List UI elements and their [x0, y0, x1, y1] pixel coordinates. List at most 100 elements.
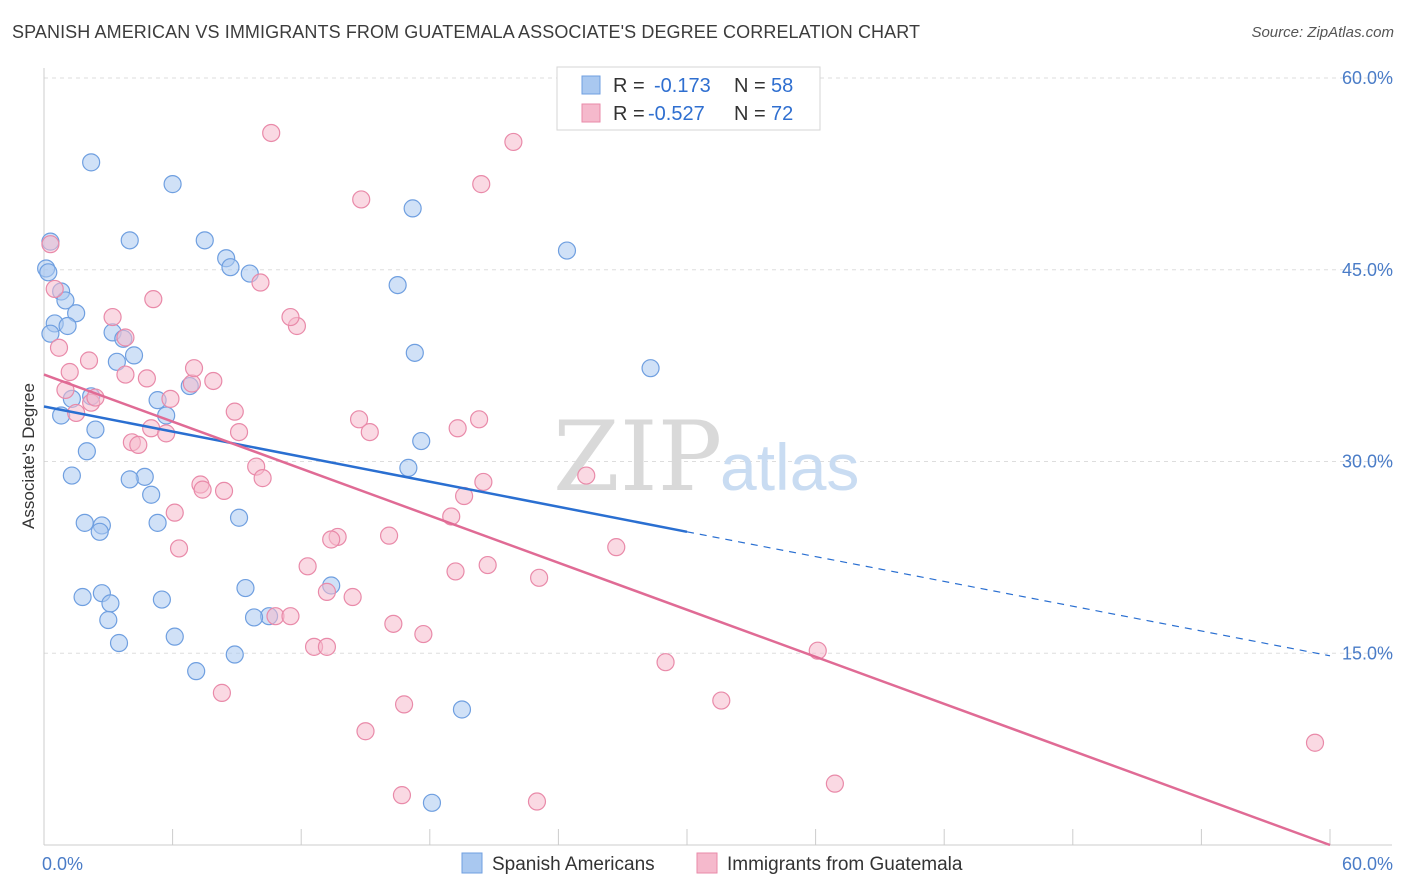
legend-r-label: R =: [613, 103, 645, 125]
scatter-point: [67, 304, 86, 323]
legend-r-value: -0.527: [648, 103, 705, 125]
legend-stats-swatch-pink: [581, 103, 601, 123]
scatter-point: [107, 352, 126, 371]
scatter-point: [360, 422, 379, 442]
series-immigrants-guatemala-points: [41, 123, 1325, 811]
x-tick-label: 60.0%: [1342, 854, 1393, 874]
scatter-point: [41, 235, 60, 254]
scatter-point: [116, 365, 135, 384]
scatter-point: [204, 371, 223, 391]
scatter-point: [120, 470, 139, 489]
axes: [43, 68, 1392, 846]
legend-n-value: 72: [771, 103, 793, 125]
scatter-point: [182, 374, 201, 393]
scatter-point: [394, 695, 414, 714]
scatter-point: [422, 793, 442, 812]
scatter-point: [212, 683, 231, 702]
scatter-point: [62, 466, 81, 485]
scatter-point: [607, 538, 626, 557]
trend-line-immigrants-guatemala: [43, 373, 1331, 847]
scatter-point: [1305, 733, 1325, 752]
watermark-zip: ZIP: [553, 401, 722, 513]
scatter-point: [656, 653, 675, 672]
scatter-point: [99, 610, 118, 630]
scatter-point: [60, 362, 79, 382]
scatter-point: [165, 627, 184, 646]
scatter-point: [317, 637, 337, 656]
scatter-point: [165, 503, 184, 522]
scatter-point: [184, 359, 204, 378]
legend-n-label: N =: [734, 103, 766, 125]
scatter-point: [39, 263, 58, 282]
scatter-point: [187, 662, 206, 681]
scatter-point: [79, 351, 99, 370]
scatter-point: [116, 328, 135, 347]
scatter-point: [152, 590, 171, 609]
scatter-point: [144, 290, 163, 309]
scatter-point: [399, 458, 418, 477]
scatter-point: [349, 410, 369, 429]
scatter-point: [236, 578, 255, 598]
series-spanish-americans-points: [37, 153, 660, 812]
scatter-point: [157, 424, 176, 443]
scatter-point: [49, 338, 69, 357]
scatter-point: [403, 199, 422, 218]
legend-stats-box: R = -0.173 N = 58 R = -0.527 N = 72: [556, 66, 821, 131]
scatter-point: [82, 153, 101, 172]
scatter-point: [103, 307, 122, 327]
scatter-point: [169, 539, 189, 558]
scatter-point: [317, 582, 337, 601]
scatter-point: [229, 508, 249, 527]
scatter-point: [253, 469, 272, 488]
scatter-point: [530, 568, 549, 587]
y-axis-label: Associate's Degree: [19, 383, 38, 529]
scatter-point: [392, 786, 412, 805]
watermark: ZIP atlas: [553, 401, 859, 513]
scatter-point: [120, 231, 139, 250]
source-label: Source: ZipAtlas.com: [1251, 24, 1394, 41]
scatter-point: [452, 700, 472, 719]
y-tick-labels: 15.0% 30.0% 45.0% 60.0%: [1342, 68, 1393, 663]
scatter-point: [712, 691, 731, 710]
trend-line-spanish-americans: [43, 405, 688, 534]
scatter-point: [352, 190, 371, 209]
scatter-point: [195, 231, 214, 250]
chart-title: SPANISH AMERICAN VS IMMIGRANTS FROM GUAT…: [12, 22, 921, 42]
scatter-point: [214, 481, 234, 501]
scatter-point: [77, 442, 96, 461]
y-tick-label: 45.0%: [1342, 260, 1393, 280]
scatter-point: [343, 587, 362, 607]
scatter-point: [446, 562, 465, 581]
scatter-point: [577, 466, 596, 485]
legend-stats-swatch-blue: [581, 75, 601, 95]
scatter-point: [163, 175, 182, 194]
scatter-point: [641, 359, 660, 378]
x-tick-labels: 0.0% 60.0%: [42, 854, 1393, 874]
legend-r-value: -0.173: [654, 75, 711, 97]
legend-swatch-spanish-americans: [461, 852, 483, 874]
scatter-point: [262, 123, 281, 143]
legend: Spanish Americans Immigrants from Guatem…: [461, 852, 963, 875]
scatter-point: [229, 422, 249, 442]
legend-swatch-immigrants-guatemala: [696, 852, 718, 874]
scatter-point: [474, 472, 493, 492]
y-tick-label: 15.0%: [1342, 643, 1393, 663]
scatter-point: [504, 132, 523, 152]
legend-n-value: 58: [771, 75, 793, 97]
scatter-point: [225, 645, 244, 664]
scatter-point: [221, 258, 240, 277]
scatter-point: [825, 774, 844, 793]
scatter-point: [412, 431, 431, 451]
scatter-point: [244, 608, 264, 627]
scatter-point: [193, 480, 212, 499]
scatter-point: [58, 316, 77, 336]
scatter-point: [56, 291, 75, 310]
scatter-point: [45, 279, 64, 299]
scatter-point: [135, 467, 154, 486]
gridlines: [44, 77, 1392, 654]
legend-n-label: N =: [734, 75, 766, 97]
y-tick-label: 60.0%: [1342, 68, 1393, 88]
scatter-point: [75, 513, 94, 532]
scatter-point: [379, 526, 399, 545]
